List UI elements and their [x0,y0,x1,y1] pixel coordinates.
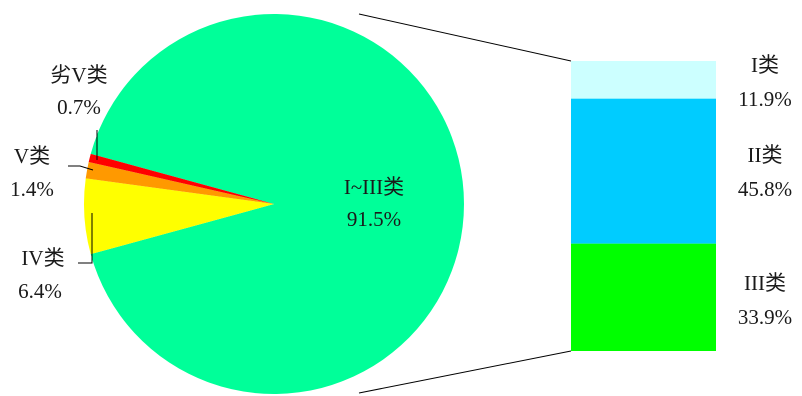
breakdown-bar-segments [571,61,716,351]
slice-label-value-main: 91.5% [347,207,401,231]
slice-label-name-lie5: 劣V类 [50,63,107,87]
bar-label-value-2: 45.8% [738,177,792,201]
pie-slices [84,13,464,395]
connector-line-top [358,13,572,62]
slice-label-name-4: IV类 [21,246,64,270]
slice-label-name-main: I~III类 [344,175,404,199]
pie-slice-lie-v [88,153,274,204]
slice-label-name-5: V类 [14,144,50,168]
slice-label-value-4: 6.4% [18,279,62,303]
slice-label-value-5: 1.4% [10,177,54,201]
bar-label-name-1: I类 [751,53,779,77]
bar-segment-ii [571,98,716,244]
pie-slice-v [85,161,274,204]
pie-slice-i-iii [90,13,464,395]
connector-line-bottom [358,350,572,394]
leader-line-5 [68,165,94,171]
bar-label-name-3: III类 [744,271,786,295]
slice-label-value-lie5: 0.7% [57,95,101,119]
leader-line-4 [78,213,93,264]
bar-segment-i [571,61,716,99]
bar-label-value-1: 11.9% [738,87,791,111]
bar-segment-iii [571,243,716,351]
bar-label-value-3: 33.9% [738,305,792,329]
bar-label-name-2: II类 [748,143,783,167]
pie-slice-iv [84,178,274,255]
